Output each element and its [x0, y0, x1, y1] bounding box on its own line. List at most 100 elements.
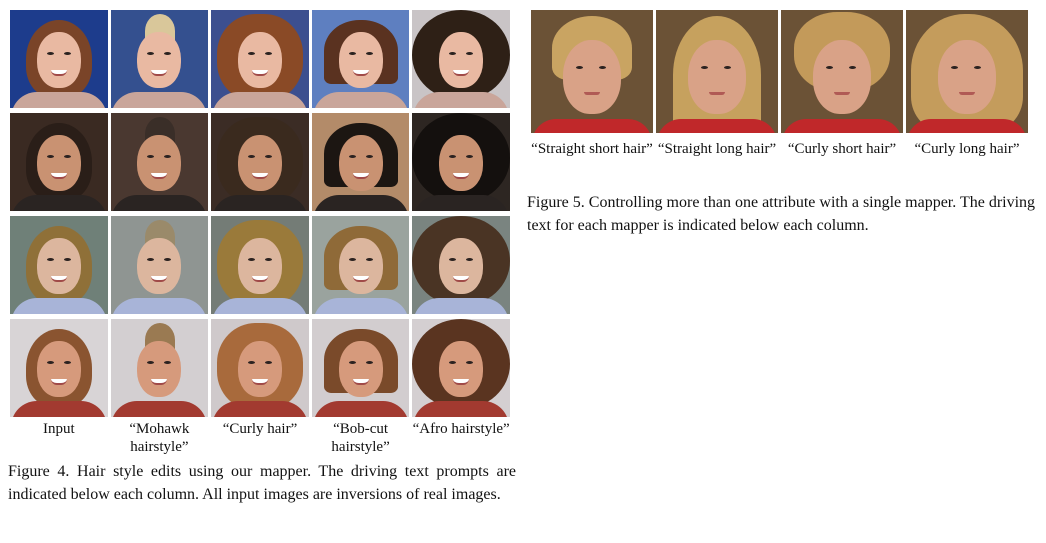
portrait-image	[211, 319, 309, 417]
mouth-shape	[352, 173, 369, 179]
portrait-image	[781, 10, 903, 133]
shoulders-shape	[111, 92, 208, 108]
eye-shape	[348, 52, 356, 55]
figure-4-column-labels: Input “Mohawk hairstyle” “Curly hair” “B…	[10, 420, 510, 456]
face-shape	[36, 32, 81, 88]
portrait-image	[10, 216, 108, 314]
eye-shape	[63, 155, 71, 158]
portrait-image	[311, 216, 410, 314]
face-shape	[439, 238, 484, 294]
eye-shape	[264, 52, 272, 55]
mouth-shape	[251, 70, 268, 76]
eye-shape	[466, 258, 474, 261]
shoulders-shape	[211, 92, 308, 108]
shoulders-shape	[10, 401, 107, 417]
column-label-straight-long: “Straight long hair”	[657, 141, 777, 157]
face-shape	[439, 135, 484, 191]
shoulders-shape	[111, 298, 208, 314]
mouth-shape	[151, 379, 168, 385]
mouth-shape	[50, 70, 67, 76]
shoulders-shape	[413, 298, 510, 314]
face-shape	[813, 40, 871, 114]
shoulders-shape	[111, 401, 208, 417]
face-shape	[137, 32, 182, 88]
mouth-shape	[453, 276, 470, 282]
mouth-shape	[251, 276, 268, 282]
portrait-image	[906, 10, 1028, 133]
face-shape	[938, 40, 996, 114]
face-shape	[237, 238, 282, 294]
eye-shape	[449, 258, 457, 261]
shoulders-shape	[413, 195, 510, 211]
portrait-image	[311, 319, 410, 417]
eye-shape	[449, 361, 457, 364]
column-label-afro: “Afro hairstyle”	[412, 421, 510, 437]
mouth-shape	[50, 173, 67, 179]
portrait-image	[412, 113, 510, 211]
image-row-woman-2	[10, 216, 510, 314]
eye-shape	[264, 155, 272, 158]
face-shape	[137, 135, 182, 191]
column-label-straight-short: “Straight short hair”	[531, 141, 653, 157]
face-shape	[36, 238, 81, 294]
shoulders-shape	[111, 195, 208, 211]
eye-shape	[46, 52, 54, 55]
portrait-image	[110, 113, 209, 211]
portrait-image	[311, 113, 410, 211]
face-shape	[36, 341, 81, 397]
mouth-shape	[50, 276, 67, 282]
eye-shape	[348, 258, 356, 261]
eye-shape	[247, 52, 255, 55]
face-shape	[338, 238, 383, 294]
eye-shape	[449, 155, 457, 158]
column-label-curly: “Curly hair”	[222, 421, 298, 437]
mouth-shape	[584, 92, 600, 95]
eye-shape	[147, 155, 155, 158]
eye-shape	[247, 258, 255, 261]
shoulders-shape	[211, 195, 308, 211]
mouth-shape	[251, 173, 268, 179]
mouth-shape	[453, 173, 470, 179]
portrait-image	[10, 113, 108, 211]
shoulders-shape	[532, 119, 652, 133]
face-shape	[563, 40, 621, 114]
portrait-image	[531, 10, 653, 133]
figure-5-column-labels: “Straight short hair” “Straight long hai…	[531, 140, 1028, 159]
mouth-shape	[453, 70, 470, 76]
eye-shape	[247, 361, 255, 364]
shoulders-shape	[10, 195, 107, 211]
portrait-image	[412, 216, 510, 314]
face-shape	[439, 341, 484, 397]
portrait-image	[110, 216, 209, 314]
eye-shape	[348, 155, 356, 158]
image-row-man-1	[10, 113, 510, 211]
column-label-curly-long: “Curly long hair”	[914, 141, 1020, 157]
mouth-shape	[959, 92, 975, 95]
face-shape	[338, 341, 383, 397]
eye-shape	[466, 361, 474, 364]
column-label-input: Input	[42, 421, 75, 437]
eye-shape	[849, 66, 856, 69]
eye-shape	[951, 66, 958, 69]
shoulders-shape	[413, 92, 510, 108]
face-shape	[237, 135, 282, 191]
eye-shape	[365, 258, 373, 261]
eye-shape	[599, 66, 606, 69]
column-label-mohawk: “Mohawk hairstyle”	[129, 421, 190, 455]
eye-shape	[365, 155, 373, 158]
shoulders-shape	[211, 298, 308, 314]
face-shape	[237, 341, 282, 397]
eye-shape	[826, 66, 833, 69]
figure-4-caption: Figure 4. Hair style edits using our map…	[8, 463, 516, 503]
face-shape	[439, 32, 484, 88]
portrait-image	[211, 113, 309, 211]
face-shape	[338, 32, 383, 88]
portrait-image	[10, 319, 108, 417]
mouth-shape	[251, 379, 268, 385]
portrait-image	[311, 10, 410, 108]
portrait-image	[110, 10, 209, 108]
figure-4-image-grid	[10, 10, 510, 422]
shoulders-shape	[413, 401, 510, 417]
portrait-image	[412, 319, 510, 417]
column-label-curly-short: “Curly short hair”	[787, 141, 897, 157]
